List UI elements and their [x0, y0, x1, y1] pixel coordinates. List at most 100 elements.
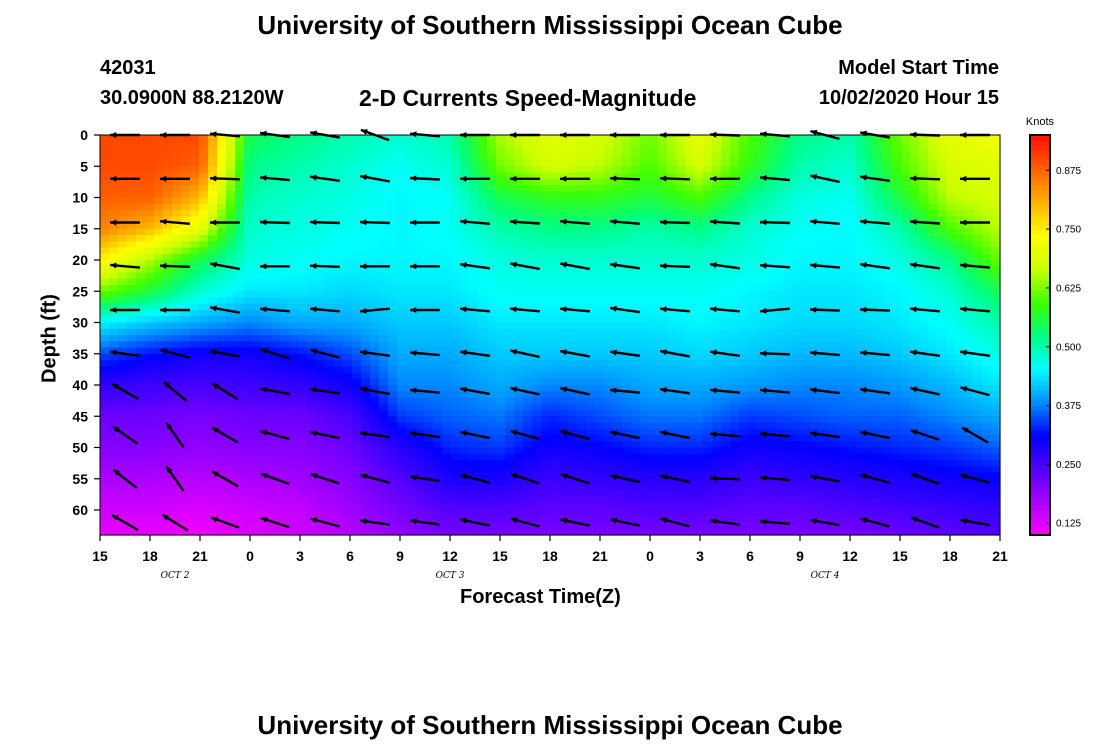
heatmap-cell: [514, 403, 524, 411]
heatmap-cell: [946, 322, 956, 330]
heatmap-cell: [118, 135, 128, 142]
heatmap-cell: [883, 266, 893, 274]
heatmap-cell: [712, 260, 722, 267]
heatmap-cell: [181, 335, 191, 342]
heatmap-cell: [730, 391, 740, 399]
heatmap-cell: [199, 166, 209, 174]
heatmap-cell: [244, 178, 254, 186]
heatmap-cell: [973, 197, 983, 205]
heatmap-cell: [190, 378, 200, 386]
heatmap-cell: [586, 347, 596, 355]
heatmap-cell: [442, 435, 452, 442]
heatmap-cell: [847, 216, 857, 224]
heatmap-cell: [901, 235, 911, 242]
heatmap-cell: [343, 422, 353, 430]
heatmap-cell: [775, 422, 785, 430]
heatmap-cell: [325, 391, 335, 399]
heatmap-cell: [649, 285, 659, 292]
heatmap-cell: [955, 347, 965, 355]
heatmap-cell: [721, 322, 731, 330]
heatmap-cell: [514, 347, 524, 355]
heatmap-cell: [532, 403, 542, 411]
heatmap-cell: [973, 403, 983, 411]
heatmap-cell: [883, 235, 893, 242]
heatmap-cell: [478, 185, 488, 192]
heatmap-cell: [532, 178, 542, 186]
heatmap-cell: [874, 378, 884, 386]
heatmap-cell: [847, 347, 857, 355]
heatmap-cell: [712, 178, 722, 186]
heatmap-cell: [883, 272, 893, 280]
heatmap-cell: [802, 272, 812, 280]
heatmap-cell: [577, 416, 587, 424]
heatmap-cell: [199, 328, 209, 336]
heatmap-cell: [181, 303, 191, 311]
heatmap-cell: [424, 172, 434, 180]
heatmap-cell: [865, 372, 875, 380]
heatmap-cell: [910, 353, 920, 361]
heatmap-cell: [946, 366, 956, 374]
heatmap-cell: [667, 441, 677, 449]
heatmap-cell: [478, 441, 488, 449]
heatmap-cell: [550, 303, 560, 311]
heatmap-cell: [865, 391, 875, 399]
heatmap-cell: [748, 410, 758, 417]
heatmap-cell: [550, 203, 560, 211]
heatmap-cell: [631, 397, 641, 405]
heatmap-cell: [181, 178, 191, 186]
heatmap-cell: [298, 347, 308, 355]
heatmap-cell: [721, 172, 731, 180]
heatmap-cell: [586, 197, 596, 205]
heatmap-cell: [748, 366, 758, 374]
heatmap-cell: [100, 247, 110, 255]
heatmap-cell: [748, 341, 758, 349]
heatmap-cell: [982, 247, 992, 255]
heatmap-cell: [451, 197, 461, 205]
heatmap-cell: [136, 316, 146, 324]
heatmap-cell: [694, 197, 704, 205]
heatmap-cell: [658, 322, 668, 330]
heatmap-cell: [541, 278, 551, 286]
heatmap-cell: [667, 153, 677, 161]
heatmap-cell: [712, 141, 722, 149]
heatmap-cell: [298, 160, 308, 167]
heatmap-cell: [982, 210, 992, 217]
heatmap-cell: [172, 185, 182, 192]
heatmap-cell: [388, 353, 398, 361]
heatmap-cell: [280, 191, 290, 199]
heatmap-cell: [352, 441, 362, 449]
heatmap-cell: [991, 341, 1001, 349]
heatmap-cell: [604, 285, 614, 292]
heatmap-cell: [145, 191, 155, 199]
heatmap-cell: [649, 185, 659, 192]
heatmap-cell: [595, 428, 605, 436]
heatmap-cell: [901, 153, 911, 161]
heatmap-cell: [271, 203, 281, 211]
heatmap-cell: [748, 222, 758, 230]
heatmap-cell: [316, 441, 326, 449]
heatmap-cell: [739, 428, 749, 436]
heatmap-cell: [991, 266, 1001, 274]
heatmap-cell: [955, 366, 965, 374]
heatmap-cell: [397, 222, 407, 230]
heatmap-cell: [532, 166, 542, 174]
heatmap-cell: [550, 291, 560, 299]
heatmap-cell: [298, 291, 308, 299]
heatmap-cell: [226, 203, 236, 211]
heatmap-cell: [919, 385, 929, 392]
heatmap-cell: [478, 203, 488, 211]
heatmap-cell: [793, 266, 803, 274]
heatmap-cell: [847, 403, 857, 411]
heatmap-cell: [388, 253, 398, 261]
heatmap-cell: [145, 172, 155, 180]
heatmap-cell: [235, 241, 245, 249]
heatmap-cell: [973, 260, 983, 267]
heatmap-cell: [316, 291, 326, 299]
heatmap-cell: [271, 353, 281, 361]
heatmap-cell: [685, 178, 695, 186]
heatmap-cell: [217, 316, 227, 324]
heatmap-cell: [514, 322, 524, 330]
heatmap-cell: [307, 160, 317, 167]
heatmap-cell: [811, 353, 821, 361]
heatmap-cell: [757, 416, 767, 424]
